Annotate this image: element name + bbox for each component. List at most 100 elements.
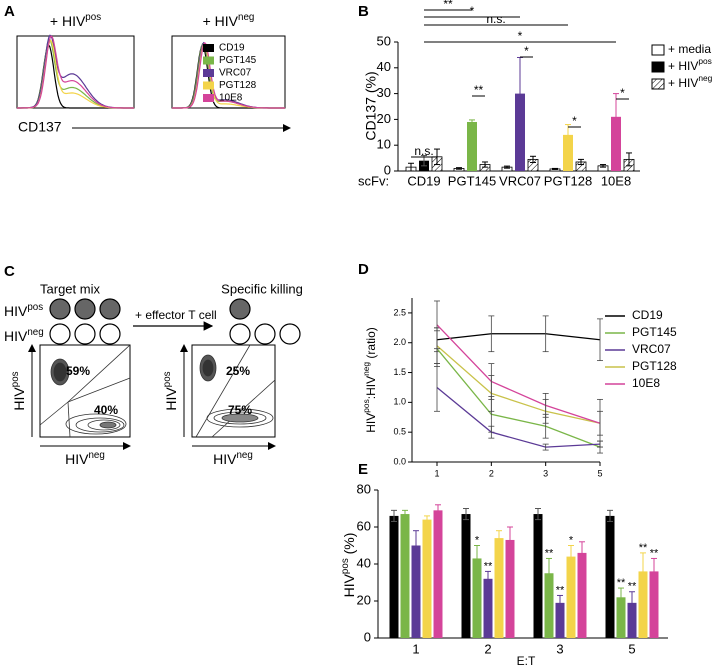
bar bbox=[505, 539, 515, 638]
y-tick-label: 60 bbox=[357, 518, 371, 533]
x-tick-label: 3 bbox=[543, 468, 548, 478]
text-part: HIV bbox=[213, 451, 237, 467]
bar bbox=[616, 597, 626, 638]
flow-plot-1 bbox=[39, 344, 131, 438]
text-part: (ratio) bbox=[364, 327, 378, 362]
superscript: neg bbox=[361, 362, 371, 376]
x-tick-label: PGT145 bbox=[448, 173, 496, 188]
histogram-curve bbox=[17, 38, 134, 109]
y-tick-label: 0 bbox=[364, 629, 371, 644]
arrow-label: + effector T cell bbox=[135, 308, 217, 322]
x-tick-label: 2 bbox=[489, 468, 494, 478]
legend-swatch bbox=[203, 94, 214, 102]
diagram-cells bbox=[49, 298, 301, 345]
x-tick-label: 5 bbox=[597, 468, 602, 478]
row-label: HIVneg bbox=[4, 327, 44, 344]
y-tick-label: 20 bbox=[377, 111, 391, 126]
series-line bbox=[436, 345, 601, 424]
significance-label: ** bbox=[474, 83, 484, 97]
y-tick-label: 0 bbox=[384, 162, 391, 177]
x-prefix: scFv: bbox=[358, 173, 389, 188]
gate-label: 25% bbox=[226, 364, 250, 378]
y-axis-label: HIVpos bbox=[10, 371, 27, 410]
bar bbox=[544, 573, 554, 638]
series-line bbox=[436, 386, 601, 448]
superscript: pos bbox=[361, 399, 371, 413]
significance-label: ** bbox=[545, 547, 554, 559]
legend-swatch bbox=[203, 56, 214, 65]
histogram-curve bbox=[17, 34, 134, 109]
flow-plot-2 bbox=[191, 344, 276, 438]
text-part: (%) bbox=[341, 533, 357, 559]
significance-label: ** bbox=[617, 577, 626, 589]
histogram-curve bbox=[172, 41, 285, 109]
bar bbox=[472, 558, 482, 638]
text-part: + HIV bbox=[668, 76, 698, 90]
superscript: pos bbox=[698, 56, 712, 66]
legend-label: VRC07 bbox=[632, 342, 671, 356]
y-tick-label: 40 bbox=[357, 555, 371, 570]
y-axis-label: HIVpos bbox=[162, 371, 179, 410]
x-tick-label: 10E8 bbox=[601, 173, 631, 188]
x-tick-label: PGT128 bbox=[544, 173, 592, 188]
superscript: neg bbox=[238, 12, 254, 23]
text-part: HIV bbox=[4, 303, 28, 319]
significance-label: * bbox=[524, 44, 529, 58]
text-part: HIV bbox=[364, 413, 378, 433]
bar bbox=[563, 134, 573, 171]
legend-swatch bbox=[203, 44, 214, 52]
x-axis-label: HIVneg bbox=[213, 450, 253, 467]
y-tick-label: 0.5 bbox=[393, 427, 406, 437]
significance-label: * bbox=[470, 4, 475, 18]
y-tick-label: 2.0 bbox=[393, 337, 406, 347]
legend-label: PGT128 bbox=[632, 359, 677, 373]
legend-swatch bbox=[651, 78, 665, 90]
panel-letter: E bbox=[358, 461, 368, 478]
superscript: pos bbox=[27, 302, 43, 313]
legend-swatch bbox=[651, 61, 665, 73]
x-tick-label: 5 bbox=[628, 641, 635, 656]
x-tick-label: 3 bbox=[556, 641, 563, 656]
bar bbox=[389, 515, 399, 638]
x-tick-label: 1 bbox=[412, 641, 419, 656]
x-axis-label: CD137 bbox=[18, 119, 62, 135]
bar bbox=[483, 578, 493, 638]
y-tick-label: 20 bbox=[357, 592, 371, 607]
superscript: pos bbox=[10, 371, 21, 387]
legend-label: PGT145 bbox=[632, 325, 677, 339]
bar bbox=[494, 538, 504, 638]
legend-label: VRC07 bbox=[219, 68, 252, 79]
x-tick-label: VRC07 bbox=[499, 173, 541, 188]
significance-label: * bbox=[475, 534, 480, 546]
y-tick-label: 50 bbox=[377, 33, 391, 48]
y-tick-label: 0.0 bbox=[393, 456, 406, 466]
significance-label: n.s. bbox=[486, 12, 505, 26]
bar bbox=[400, 514, 410, 638]
bar bbox=[611, 116, 621, 171]
legend-swatch bbox=[203, 81, 214, 90]
significance-label: * bbox=[620, 86, 625, 100]
superscript: neg bbox=[27, 327, 43, 338]
significance-label: * bbox=[569, 534, 574, 546]
significance-label: ** bbox=[556, 584, 565, 596]
panel-letter: D bbox=[358, 261, 369, 278]
y-axis-label: CD137 (%) bbox=[363, 71, 379, 140]
panel-title: + HIVneg bbox=[203, 12, 255, 29]
bar bbox=[411, 545, 421, 638]
row-label: HIVpos bbox=[4, 302, 43, 319]
significance-label: * bbox=[518, 29, 523, 43]
superscript: neg bbox=[88, 450, 104, 461]
gate-label: 40% bbox=[94, 403, 118, 417]
text-part: + HIV bbox=[203, 13, 239, 29]
legend-label: + media bbox=[668, 42, 711, 56]
superscript: neg bbox=[698, 73, 712, 83]
histogram-curve bbox=[17, 35, 134, 109]
text-part: HIV bbox=[341, 573, 357, 597]
superscript: pos bbox=[85, 12, 101, 23]
legend-label: CD19 bbox=[219, 43, 245, 54]
superscript: pos bbox=[340, 558, 351, 574]
significance-label: ** bbox=[650, 547, 659, 559]
bar bbox=[467, 121, 477, 171]
legend-label: 10E8 bbox=[219, 93, 243, 104]
text-part: HIV bbox=[11, 387, 27, 411]
